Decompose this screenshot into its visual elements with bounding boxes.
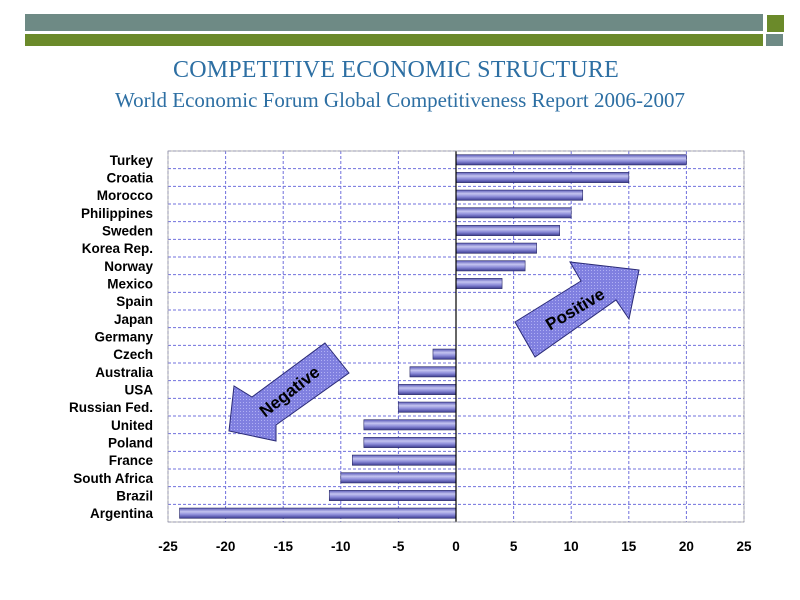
x-tick-label: -25 — [158, 539, 178, 554]
category-label: USA — [124, 383, 153, 398]
bar — [455, 172, 630, 183]
category-label: Spain — [116, 294, 153, 309]
category-label: Australia — [95, 365, 153, 380]
category-label: Brazil — [116, 489, 153, 504]
x-tick-label: -5 — [392, 539, 404, 554]
bar — [363, 419, 457, 431]
header-corner-box-lower — [766, 34, 783, 46]
category-label: Argentina — [90, 506, 153, 521]
category-label: Turkey — [110, 153, 154, 168]
category-label: Germany — [94, 330, 153, 345]
bar — [363, 437, 457, 448]
bar — [398, 384, 457, 395]
x-tick-label: -20 — [216, 539, 236, 554]
x-tick-label: 25 — [736, 539, 752, 554]
category-label: Sweden — [102, 224, 153, 239]
category-label: Japan — [114, 312, 153, 327]
category-label: Czech — [113, 347, 153, 362]
header-band-bottom — [25, 34, 763, 46]
x-tick-label: -10 — [331, 539, 351, 554]
header-corner-box — [766, 14, 785, 33]
bar — [455, 225, 560, 236]
x-tick-label: 5 — [510, 539, 518, 554]
plot-frame — [167, 150, 745, 523]
bar — [398, 401, 457, 413]
bar — [328, 490, 457, 501]
category-label: Morocco — [97, 188, 153, 203]
bar — [352, 454, 457, 466]
bar — [179, 507, 457, 519]
category-label: Mexico — [107, 277, 153, 292]
axis-layer: Turkey Croatia Morocco Philippines Sweden Kor… — [69, 150, 752, 554]
bar — [455, 207, 572, 219]
bar — [409, 366, 457, 378]
slide-title: COMPETITIVE ECONOMIC STRUCTURE — [172, 57, 619, 83]
negative-arrow: Negative — [228, 342, 350, 442]
x-tick-label: -15 — [273, 539, 293, 554]
category-label: Poland — [108, 436, 153, 451]
bar — [432, 348, 457, 360]
category-label: Russian Fed. — [69, 400, 153, 415]
category-label: United — [111, 418, 153, 433]
bar — [455, 260, 526, 272]
x-tick-label: 20 — [679, 539, 694, 554]
negative-arrow-shape — [228, 342, 350, 442]
category-label: Norway — [104, 259, 153, 274]
slide-subtitle: World Economic Forum Global Competitiven… — [115, 88, 685, 112]
category-label: Croatia — [106, 171, 153, 186]
x-tick-label: 10 — [564, 539, 579, 554]
category-label: France — [109, 453, 154, 468]
bar — [455, 189, 584, 201]
header-band-top — [25, 14, 763, 31]
x-tick-label: 15 — [621, 539, 637, 554]
category-label: South Africa — [73, 471, 153, 486]
x-tick-label: 0 — [452, 539, 460, 554]
bar-layer — [179, 154, 687, 519]
category-label: Korea Rep. — [82, 241, 153, 256]
positive-arrow-shape — [514, 261, 640, 358]
category-label: Philippines — [81, 206, 153, 221]
bar — [455, 242, 537, 254]
bar — [455, 154, 687, 166]
bar — [340, 472, 457, 484]
bar — [455, 278, 503, 289]
